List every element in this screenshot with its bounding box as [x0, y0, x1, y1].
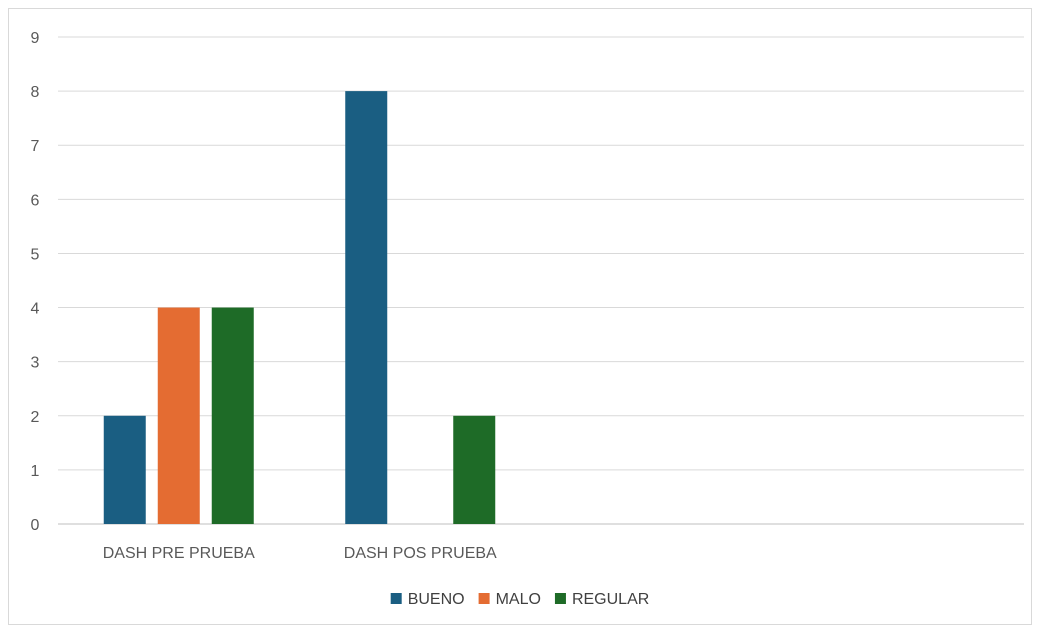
- gridlines: [58, 36, 1024, 525]
- bar-regular-2: [453, 415, 496, 524]
- y-tick-label: 9: [31, 30, 40, 47]
- legend-label-regular: REGULAR: [572, 591, 649, 608]
- bar-bueno-2: [345, 91, 388, 524]
- legend-label-bueno: BUENO: [408, 591, 465, 608]
- legend-swatch-regular: [554, 593, 566, 604]
- bar-chart: 0 1 2 3 4 5 6 7 8 9 DASH PRE PRUEBA DASH POS PRUEB…: [31, 30, 1024, 608]
- y-tick-label: 8: [31, 84, 40, 101]
- y-tick-label: 4: [31, 301, 40, 318]
- y-tick-label: 6: [31, 192, 40, 209]
- y-axis-ticks: 0 1 2 3 4 5 6 7 8 9: [31, 30, 40, 534]
- bars: [103, 91, 496, 524]
- y-tick-label: 0: [31, 517, 40, 534]
- legend: BUENO MALO REGULAR: [390, 591, 649, 608]
- legend-label-malo: MALO: [496, 591, 541, 608]
- bar-regular-1: [211, 307, 254, 524]
- x-category-label: DASH POS PRUEBA: [344, 545, 497, 562]
- legend-swatch-malo: [478, 593, 490, 604]
- x-category-label: DASH PRE PRUEBA: [103, 545, 255, 562]
- x-axis-ticks: DASH PRE PRUEBA DASH POS PRUEBA: [103, 545, 497, 562]
- bar-bueno-1: [103, 415, 146, 524]
- y-tick-label: 2: [31, 409, 40, 426]
- y-tick-label: 3: [31, 355, 40, 372]
- bar-malo-1: [157, 307, 200, 524]
- legend-swatch-bueno: [390, 593, 402, 604]
- y-tick-label: 1: [31, 463, 40, 480]
- y-tick-label: 7: [31, 138, 40, 155]
- chart-container: 0 1 2 3 4 5 6 7 8 9 DASH PRE PRUEBA DASH POS PRUEB…: [8, 8, 1032, 625]
- y-tick-label: 5: [31, 246, 40, 263]
